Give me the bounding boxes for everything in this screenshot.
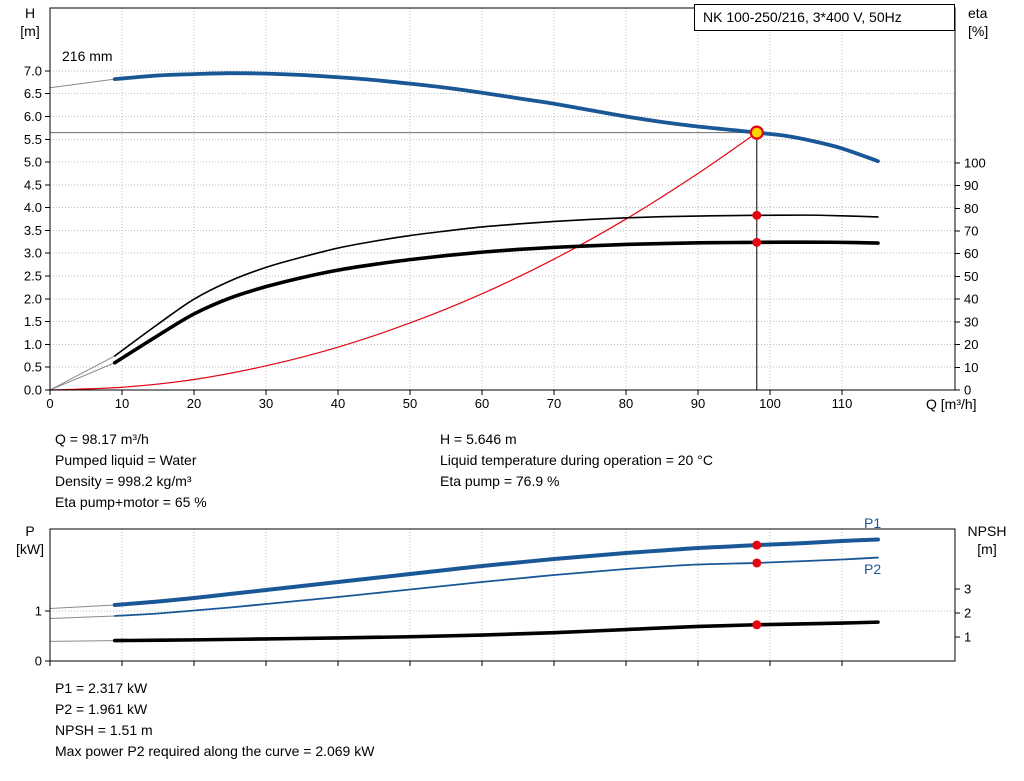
info-p1: P1 = 2.317 kW — [55, 680, 148, 696]
system-curve — [49, 132, 758, 391]
axis-tick-label: 4.0 — [24, 200, 42, 215]
info-liquid-temperature: Liquid temperature during operation = 20… — [440, 452, 713, 468]
axis-tick-label: 3 — [964, 582, 971, 597]
eta-axis-unit: [%] — [968, 23, 989, 39]
axis-tick-label: 1.0 — [24, 337, 42, 352]
axis-tick-label: 80 — [619, 396, 633, 411]
eta-pump-motor-curve — [112, 240, 880, 365]
p2-dot — [752, 558, 762, 568]
axis-tick-label: 80 — [964, 201, 978, 216]
eta-pump-ext-line — [49, 355, 116, 391]
info-density: Density = 998.2 kg/m³ — [55, 473, 192, 489]
axis-tick-label: 6.5 — [24, 86, 42, 101]
eta-pump-motor-dot — [752, 237, 762, 247]
p1-ext-line — [49, 604, 116, 609]
impeller-diameter-label: 216 mm — [62, 48, 113, 64]
axis-tick-label: 0 — [46, 396, 53, 411]
axis-tick-label: 90 — [964, 178, 978, 193]
info-eta-pump: Eta pump = 76.9 % — [440, 473, 560, 489]
axis-tick-label: 20 — [187, 396, 201, 411]
axis-tick-label: 110 — [832, 396, 853, 411]
npsh-axis-title: NPSH [m] — [960, 522, 1014, 558]
pump-model-title: NK 100-250/216, 3*400 V, 50Hz — [694, 4, 955, 31]
info-flow: Q = 98.17 m³/h — [55, 431, 149, 447]
axis-tick-label: 0 — [35, 654, 42, 669]
results-right-column: H = 5.646 m Liquid temperature during op… — [440, 429, 713, 492]
axis-tick-label: 5.0 — [24, 155, 42, 170]
axis-tick-label: 30 — [964, 314, 978, 329]
power-results-block: P1 = 2.317 kW P2 = 1.961 kW NPSH = 1.51 … — [55, 678, 374, 762]
axis-tick-label: 3.5 — [24, 223, 42, 238]
axis-tick-label: 90 — [691, 396, 705, 411]
eta-axis-title: eta [%] — [968, 4, 1012, 40]
axis-tick-label: 100 — [964, 155, 986, 170]
axis-tick-label: 0.5 — [24, 360, 42, 375]
h-axis-unit: [m] — [20, 23, 40, 39]
h-axis-title: H [m] — [12, 4, 48, 40]
axis-tick-label: 70 — [964, 224, 978, 239]
axis-tick-label: 60 — [964, 246, 978, 261]
info-eta-pump-motor: Eta pump+motor = 65 % — [55, 494, 207, 510]
info-head: H = 5.646 m — [440, 431, 517, 447]
axis-tick-label: 2.0 — [24, 291, 42, 306]
axis-tick-label: 20 — [964, 337, 978, 352]
axis-tick-label: 100 — [759, 396, 781, 411]
npsh-axis-symbol: NPSH — [967, 523, 1007, 539]
axis-tick-label: 1.5 — [24, 314, 42, 329]
head-ext-line — [49, 78, 116, 89]
axis-tick-label: 30 — [259, 396, 273, 411]
p-axis-title: P [kW] — [8, 522, 52, 558]
axis-tick-label: 50 — [403, 396, 417, 411]
axis-tick-label: 2 — [964, 606, 971, 621]
p2-curve — [113, 556, 879, 617]
info-pumped-liquid: Pumped liquid = Water — [55, 452, 197, 468]
info-max-power-p2: Max power P2 required along the curve = … — [55, 743, 375, 759]
p-axis-unit: [kW] — [16, 541, 44, 557]
axis-tick-label: 0.0 — [24, 383, 42, 398]
axis-tick-label: 6.0 — [24, 109, 42, 124]
eta-pump-curve — [113, 214, 879, 357]
eta-pump-dot — [752, 210, 762, 220]
axis-tick-label: 3.0 — [24, 246, 42, 261]
p2-ext-line — [49, 615, 116, 619]
npsh-axis-unit: [m] — [977, 541, 997, 557]
p-axis-symbol: P — [25, 523, 35, 539]
p2-series-label: P2 — [864, 561, 882, 577]
axis-tick-label: 4.5 — [24, 177, 42, 192]
axis-tick-label: 2.5 — [24, 269, 42, 284]
axis-tick-label: 40 — [964, 292, 978, 307]
p1-series-label: P1 — [864, 515, 882, 531]
h-axis-symbol: H — [24, 5, 36, 21]
eta-pump-motor-ext-line — [49, 362, 116, 391]
head-curve-216mm — [112, 71, 880, 164]
head-efficiency-plot: 0 10 20 30 40 50 60 70 80 90 100 1100.00.51.01.52.0… — [24, 7, 986, 411]
axis-tick-label: 1 — [35, 604, 42, 619]
npsh-ext-line — [49, 640, 116, 642]
axis-tick-label: 40 — [331, 396, 345, 411]
results-left-column: Q = 98.17 m³/h Pumped liquid = Water Den… — [55, 429, 207, 513]
axis-tick-label: 50 — [964, 269, 978, 284]
axis-tick-label: 0 — [964, 383, 971, 398]
npsh-dot — [752, 620, 762, 630]
axis-tick-label: 10 — [964, 360, 978, 375]
axis-tick-label: 60 — [475, 396, 489, 411]
duty-point — [749, 125, 764, 140]
axis-tick-label: 7.0 — [24, 63, 42, 78]
eta-axis-symbol: eta — [968, 5, 988, 21]
power-npsh-plot: 0 1 1 2 3 — [35, 528, 971, 669]
plot-frame — [49, 528, 956, 662]
axis-tick-label: 70 — [547, 396, 561, 411]
p1-dot — [752, 540, 762, 550]
plot-frame — [49, 7, 956, 391]
axis-tick-label: 1 — [964, 630, 971, 645]
info-p2: P2 = 1.961 kW — [55, 701, 148, 717]
axis-tick-label: 10 — [115, 396, 129, 411]
p1-curve — [112, 537, 880, 607]
npsh-curve — [112, 620, 880, 643]
q-axis-title: Q [m³/h] — [926, 396, 977, 412]
axis-tick-label: 5.5 — [24, 132, 42, 147]
info-npsh: NPSH = 1.51 m — [55, 722, 153, 738]
